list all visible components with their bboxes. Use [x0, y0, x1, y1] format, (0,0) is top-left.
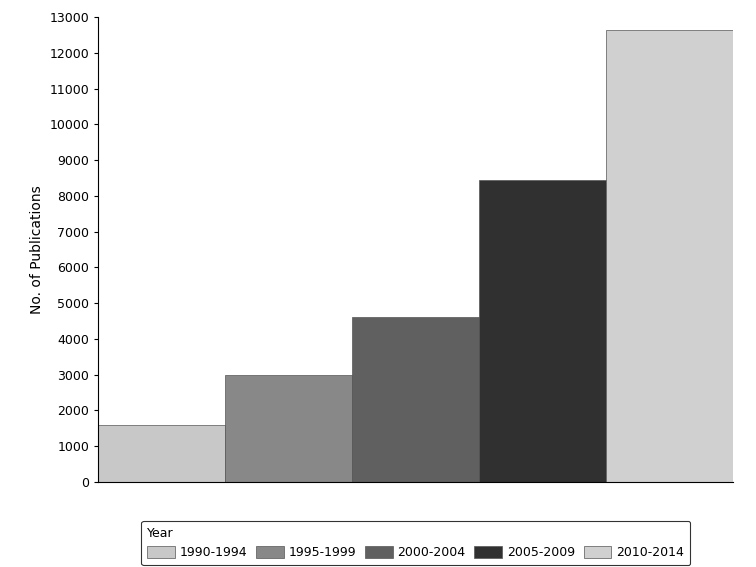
Bar [479, 180, 606, 482]
Y-axis label: No. of Publications: No. of Publications [29, 185, 44, 314]
Bar [352, 318, 479, 482]
Bar [98, 425, 225, 482]
Bar [606, 29, 733, 482]
Legend: 1990-1994, 1995-1999, 2000-2004, 2005-2009, 2010-2014: 1990-1994, 1995-1999, 2000-2004, 2005-20… [141, 521, 690, 565]
Bar [225, 375, 352, 482]
